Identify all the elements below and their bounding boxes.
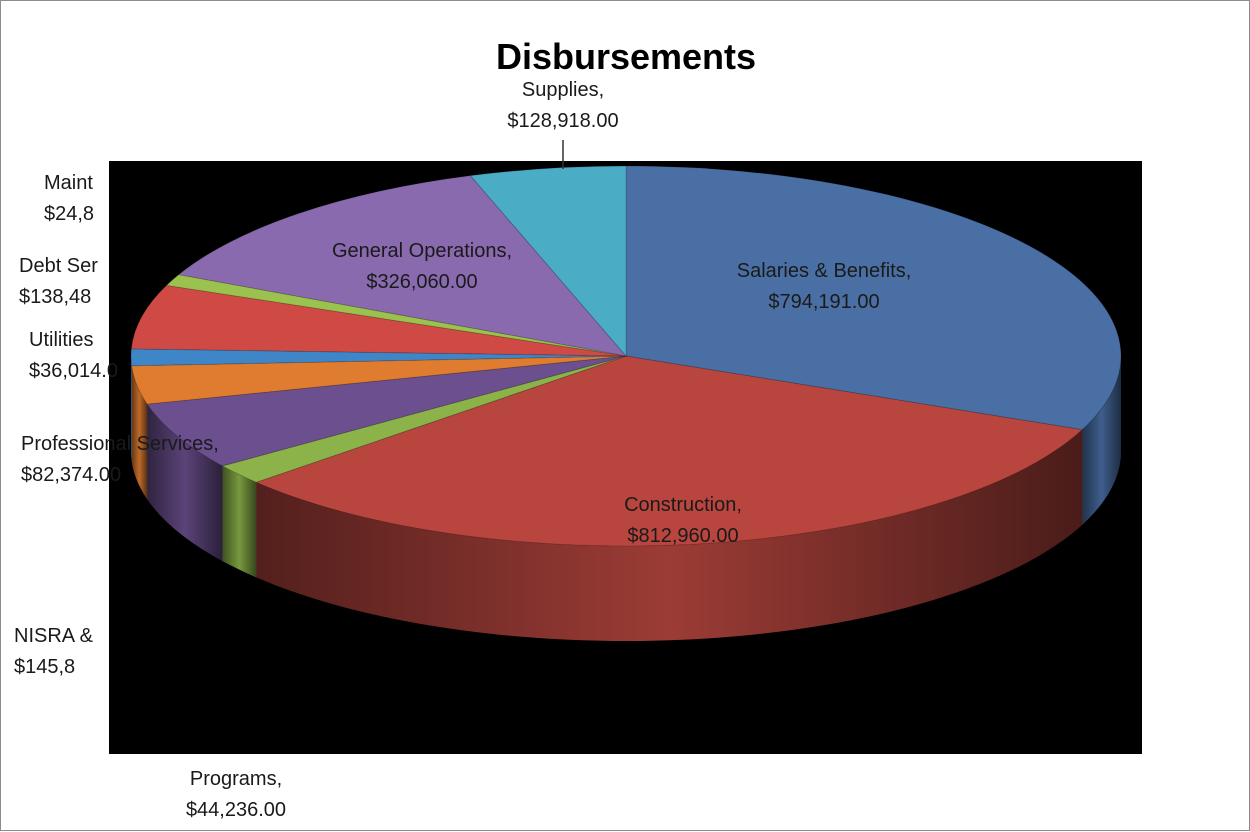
data-label-0: Salaries & Benefits, $794,191.00: [737, 260, 912, 313]
data-label-4: Professional Services, $82,374.00: [21, 433, 219, 486]
data-label-value-0: $794,191.00: [768, 291, 879, 313]
pie-slice-6: [130, 284, 627, 357]
data-label-9: Supplies, $128,918.00: [507, 79, 618, 132]
pie-sides: [131, 356, 1121, 641]
data-label-6: Debt Ser $138,48: [19, 255, 98, 308]
pie-slice-4: [131, 355, 627, 405]
data-label-name-0: Salaries & Benefits,: [737, 260, 912, 282]
data-label-name-8: General Operations,: [332, 240, 512, 262]
data-label-value-9: $128,918.00: [507, 110, 618, 132]
pie-slice-5: [130, 348, 627, 367]
data-label-value-6: $138,48: [19, 286, 91, 308]
pie-side-shade-5: [131, 356, 132, 461]
data-label-value-1: $812,960.00: [627, 525, 738, 547]
pie-slice-9: [469, 165, 627, 358]
data-label-name-7: Maint: [44, 172, 93, 194]
data-label-name-3: NISRA &: [14, 625, 94, 647]
pie-slice-1: [254, 355, 1084, 547]
data-label-value-2: $44,236.00: [186, 799, 286, 821]
pie-slice-7: [165, 274, 627, 357]
data-label-3: NISRA & $145,8: [14, 625, 94, 678]
pie-slice-2: [221, 355, 627, 483]
pie-side-shade-4: [131, 365, 148, 500]
data-label-value-3: $145,8: [14, 656, 75, 678]
data-label-5: Utilities $36,014.0: [29, 329, 118, 382]
pie-slice-0: [625, 165, 1122, 431]
data-label-name-2: Programs,: [190, 768, 282, 790]
pie-side-shade-2: [222, 465, 257, 578]
data-label-name-5: Utilities: [29, 329, 93, 351]
data-label-value-7: $24,8: [44, 203, 94, 225]
pie-top: [130, 165, 1122, 547]
data-label-name-1: Construction,: [624, 494, 742, 516]
pie-slice-3: [146, 355, 627, 467]
data-label-value-8: $326,060.00: [366, 271, 477, 293]
data-label-name-6: Debt Ser: [19, 255, 98, 277]
pie-labels: Salaries & Benefits, $794,191.00 Construct…: [14, 79, 911, 821]
data-label-value-4: $82,374.00: [21, 464, 121, 486]
pie-side-shade-0: [1082, 356, 1121, 525]
data-label-7: Maint $24,8: [44, 172, 94, 225]
pie-side-shade-1: [256, 429, 1083, 641]
data-label-name-4: Professional Services,: [21, 433, 219, 455]
data-label-8: General Operations, $326,060.00: [332, 240, 512, 293]
data-label-2: Programs, $44,236.00: [186, 768, 286, 821]
data-label-1: Construction, $812,960.00: [624, 494, 742, 547]
pie-side-shade-3: [147, 404, 223, 561]
data-label-value-5: $36,014.0: [29, 360, 118, 382]
data-label-name-9: Supplies,: [522, 79, 604, 101]
chart-title: Disbursements: [496, 36, 756, 77]
pie-slice-8: [177, 175, 628, 357]
